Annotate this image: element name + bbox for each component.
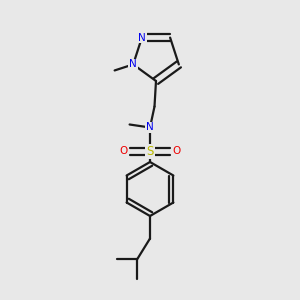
Text: O: O bbox=[119, 146, 128, 157]
Text: S: S bbox=[146, 145, 154, 158]
Text: O: O bbox=[172, 146, 181, 157]
Text: N: N bbox=[138, 33, 146, 43]
Text: N: N bbox=[129, 59, 137, 69]
Text: N: N bbox=[146, 122, 154, 133]
